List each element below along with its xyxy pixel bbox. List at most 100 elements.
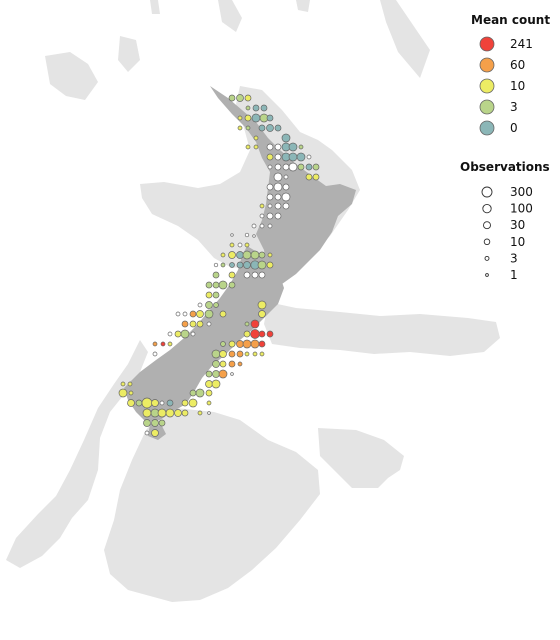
observation-point: [258, 310, 266, 318]
observation-point: [288, 162, 298, 172]
observation-point: [257, 300, 267, 310]
observation-point: [228, 251, 236, 259]
northern-plateau: [380, 0, 430, 78]
observation-point: [127, 399, 135, 407]
observation-point: [281, 192, 291, 202]
legend-observations-swatch: [482, 203, 492, 214]
observation-point: [282, 202, 290, 210]
observation-point: [244, 351, 250, 357]
observation-point: [219, 310, 227, 318]
legend-mean-count-label: 60: [510, 58, 525, 72]
observation-points: [118, 94, 320, 437]
observation-point: [174, 330, 182, 338]
observation-point: [242, 339, 252, 349]
observation-point: [157, 408, 167, 418]
northern-plateau: [218, 0, 242, 32]
observation-point: [242, 250, 252, 260]
legend-mean-count-label: 3: [510, 100, 518, 114]
observation-point: [143, 419, 151, 427]
observation-point: [274, 163, 282, 171]
legend-mean-count: Mean count 241 60 10 3 0: [471, 13, 550, 136]
observation-point: [212, 370, 220, 378]
observation-point: [213, 302, 219, 308]
legend-observations-label: 30: [510, 218, 525, 232]
observation-point: [167, 331, 173, 337]
observation-point: [245, 144, 251, 150]
observation-point: [144, 430, 150, 436]
observation-point: [243, 271, 251, 279]
observation-point: [266, 212, 274, 220]
observation-point: [205, 301, 213, 309]
observation-point: [273, 182, 283, 192]
observation-point: [267, 203, 273, 209]
legend-observations-swatch: [484, 255, 490, 261]
observation-point: [266, 193, 274, 201]
observation-point: [205, 370, 213, 378]
observation-point: [205, 380, 213, 388]
observation-point: [258, 271, 266, 279]
observation-point: [258, 124, 266, 132]
observation-point: [250, 319, 260, 329]
observation-point: [267, 223, 273, 229]
legend-observations-swatch: [481, 186, 493, 198]
observation-point: [297, 163, 305, 171]
observation-point: [266, 183, 274, 191]
observation-point: [212, 281, 220, 289]
observation-point: [228, 94, 236, 102]
observation-point: [312, 173, 320, 181]
legend-mean-count-swatch: [479, 120, 495, 136]
observation-point: [141, 397, 153, 409]
observation-point: [189, 389, 197, 397]
observation-point: [228, 281, 236, 289]
observation-point: [244, 94, 252, 102]
observation-point: [181, 409, 189, 417]
legend-mean-count-swatch: [479, 57, 495, 73]
observation-point: [151, 419, 159, 427]
observation-point: [250, 329, 260, 339]
northern-plateau: [296, 0, 310, 12]
observation-point: [195, 388, 205, 398]
legend-mean-count-swatch: [479, 78, 495, 94]
legend-observations-swatch: [483, 221, 491, 230]
observation-point: [252, 351, 258, 357]
observation-point: [175, 311, 181, 317]
observation-point: [197, 410, 203, 416]
observation-point: [230, 372, 234, 376]
observation-point: [259, 223, 265, 229]
observation-point: [258, 340, 266, 348]
observation-point: [298, 144, 304, 150]
observation-point: [152, 341, 158, 347]
observation-point: [190, 331, 196, 337]
observation-point: [243, 261, 251, 269]
observation-point: [206, 400, 212, 406]
northern-plateau: [118, 36, 140, 72]
observation-point: [257, 260, 267, 270]
observation-point: [266, 153, 274, 161]
observation-point: [274, 143, 282, 151]
observation-point: [251, 271, 259, 279]
observation-point: [212, 271, 220, 279]
legend-observations-label: 100: [510, 202, 533, 216]
south-island: [124, 246, 284, 422]
observation-point: [181, 320, 189, 328]
observation-point: [237, 242, 243, 248]
observation-point: [244, 242, 250, 248]
northern-plateau: [150, 0, 160, 14]
observation-point: [127, 381, 133, 387]
observation-point: [228, 360, 236, 368]
observation-point: [245, 105, 251, 111]
observation-point: [197, 302, 203, 308]
observation-point: [218, 280, 228, 290]
observation-point: [211, 349, 221, 359]
observation-point: [220, 252, 226, 258]
observation-point: [213, 262, 219, 268]
observation-point: [259, 213, 265, 219]
legend-mean-count-swatch: [479, 36, 495, 52]
observation-point: [244, 114, 252, 122]
observation-point: [252, 104, 260, 112]
observation-point: [251, 113, 261, 123]
legend-observations-label: 3: [510, 251, 518, 265]
observation-point: [283, 174, 289, 180]
bounty-plateau: [318, 428, 404, 488]
